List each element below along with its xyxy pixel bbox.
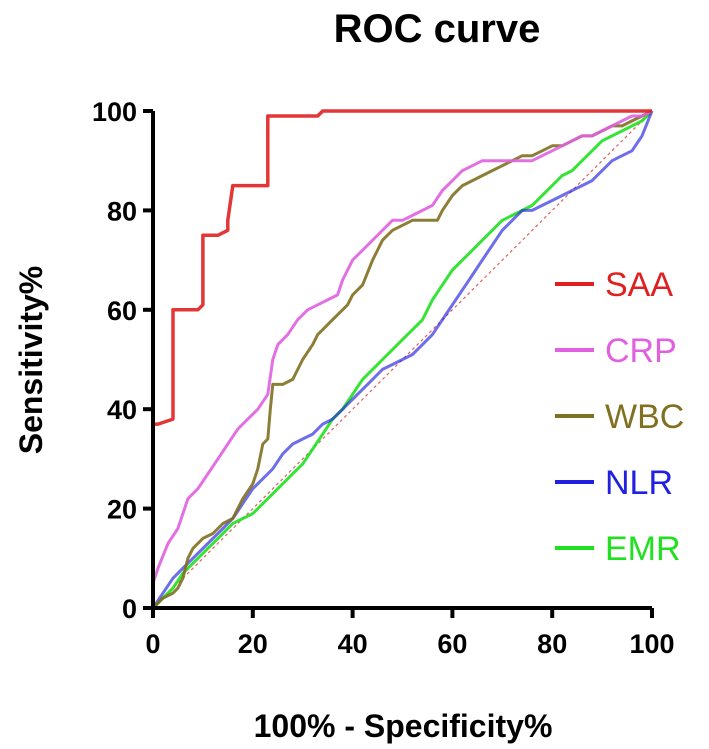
series-line-wbc: [151, 109, 653, 610]
x-tick-label: 80: [537, 629, 567, 659]
x-tick-label: 100: [629, 629, 674, 659]
legend: SAA CRP WBC NLR EMR: [555, 266, 684, 568]
x-tick-label: 0: [145, 629, 160, 659]
y-tick-label: 60: [107, 296, 137, 326]
plot-area: 0 20 40 60 80 100 0 20 40 60 80 100: [92, 97, 675, 659]
x-tick-label: 60: [437, 629, 467, 659]
y-tick-label: 0: [122, 594, 137, 624]
legend-label-emr: EMR: [605, 530, 681, 568]
series-line-emr: [151, 109, 654, 610]
y-tick-label: 80: [107, 196, 137, 226]
series-line-crp: [151, 109, 653, 584]
y-tick-label: 40: [107, 395, 137, 425]
series-layer: [151, 109, 654, 610]
y-tick-label: 20: [107, 495, 137, 525]
x-tick-label: 40: [338, 629, 368, 659]
y-axis-label: Sensitivity%: [13, 266, 49, 455]
y-tick-label: 100: [92, 97, 137, 127]
legend-label-crp: CRP: [605, 332, 677, 370]
legend-label-nlr: NLR: [605, 464, 673, 502]
chart-title: ROC curve: [334, 7, 541, 51]
x-axis-label: 100% - Specificity%: [254, 708, 553, 744]
legend-label-wbc: WBC: [605, 398, 684, 436]
series-line-saa: [151, 109, 652, 608]
legend-label-saa: SAA: [605, 266, 673, 304]
tick-layer: 0 20 40 60 80 100 0 20 40 60 80 100: [92, 97, 675, 659]
x-tick-label: 20: [238, 629, 268, 659]
